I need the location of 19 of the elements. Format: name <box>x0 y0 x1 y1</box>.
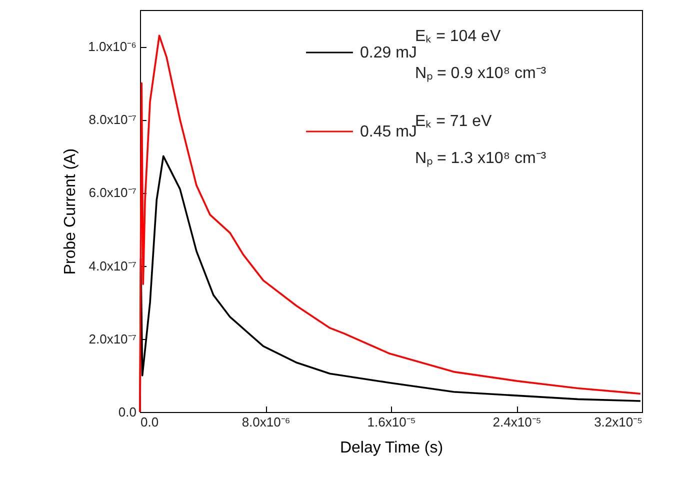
y-tick-label: 8.0x10⁻⁷ <box>88 112 137 128</box>
y-tick-label: 1.0x10⁻⁶ <box>88 39 136 54</box>
x-tick-label: 2.4x10⁻⁵ <box>492 414 542 430</box>
annotation: Nₚ = 1.3 x10⁸ cm⁻³ <box>415 150 547 167</box>
legend-label: 0.45 mJ <box>360 124 417 140</box>
y-tick-label: 2.0x10⁻⁷ <box>88 331 137 346</box>
x-tick-label: 1.6x10⁻⁵ <box>367 414 416 430</box>
annotation: Eₖ = 104 eV <box>415 28 501 45</box>
y-tick-label: 6.0x10⁻⁷ <box>88 185 137 200</box>
y-tick-label: 0.0 <box>118 404 136 420</box>
x-tick-label: 8.0x10⁻⁶ <box>242 414 290 430</box>
x-tick-label: 3.2x10⁻⁵ <box>594 414 642 430</box>
x-axis-title: Delay Time (s) <box>340 440 444 456</box>
annotation: Nₚ = 0.9 x10⁸ cm⁻³ <box>415 65 547 82</box>
y-axis-title: Probe Current (A) <box>62 148 80 275</box>
legend-label: 0.29 mJ <box>360 44 417 62</box>
x-tick-label: 0.0 <box>140 414 159 430</box>
annotation: Eₖ = 71 eV <box>415 113 492 130</box>
y-tick-label: 4.0x10⁻⁷ <box>88 258 137 274</box>
